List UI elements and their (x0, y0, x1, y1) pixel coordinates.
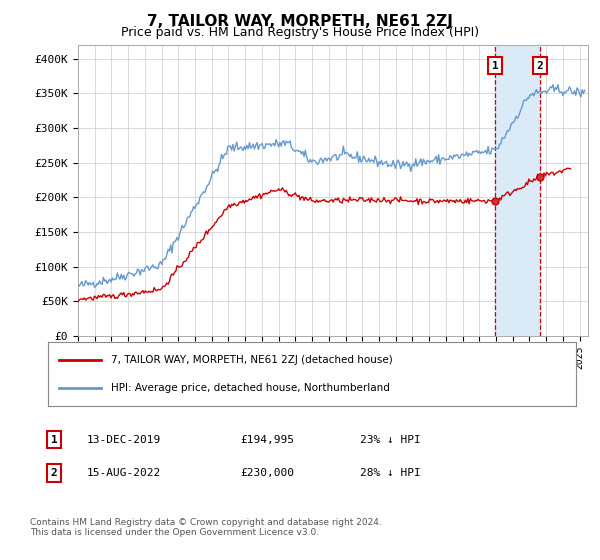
Text: 28% ↓ HPI: 28% ↓ HPI (360, 468, 421, 478)
Text: 7, TAILOR WAY, MORPETH, NE61 2ZJ: 7, TAILOR WAY, MORPETH, NE61 2ZJ (147, 14, 453, 29)
Text: 1: 1 (492, 60, 499, 71)
Text: 2: 2 (50, 468, 58, 478)
Text: 1: 1 (50, 435, 58, 445)
Text: £230,000: £230,000 (240, 468, 294, 478)
Text: HPI: Average price, detached house, Northumberland: HPI: Average price, detached house, Nort… (112, 383, 390, 393)
Text: 13-DEC-2019: 13-DEC-2019 (87, 435, 161, 445)
Text: 2: 2 (536, 60, 543, 71)
Bar (495, 45, 540, 336)
Text: £194,995: £194,995 (240, 435, 294, 445)
Text: 7, TAILOR WAY, MORPETH, NE61 2ZJ (detached house): 7, TAILOR WAY, MORPETH, NE61 2ZJ (detach… (112, 354, 393, 365)
Text: Price paid vs. HM Land Registry's House Price Index (HPI): Price paid vs. HM Land Registry's House … (121, 26, 479, 39)
Text: 15-AUG-2022: 15-AUG-2022 (87, 468, 161, 478)
Text: 23% ↓ HPI: 23% ↓ HPI (360, 435, 421, 445)
Text: Contains HM Land Registry data © Crown copyright and database right 2024.
This d: Contains HM Land Registry data © Crown c… (30, 518, 382, 538)
